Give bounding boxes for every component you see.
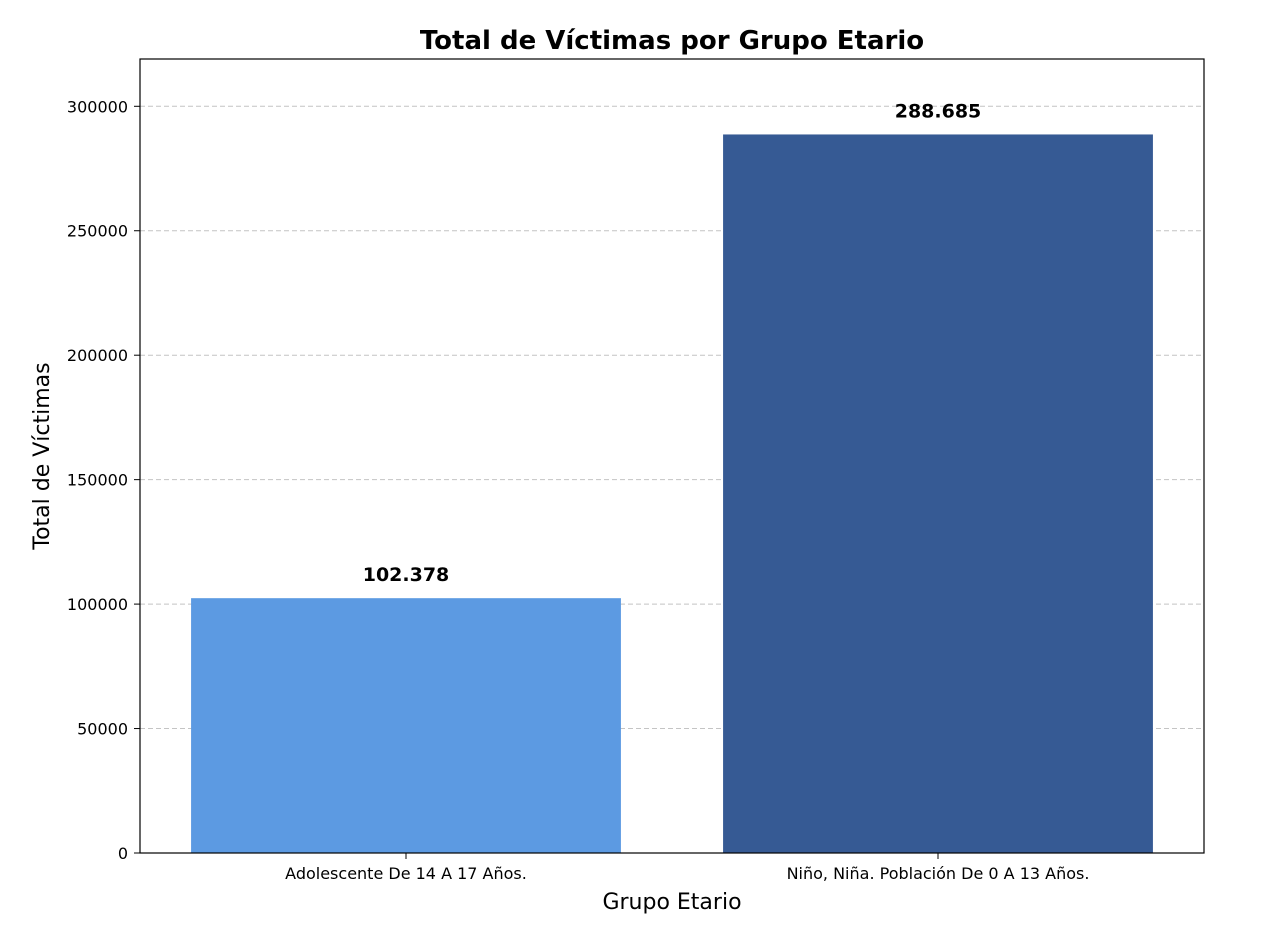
data-labels: 102.378 288.685 bbox=[363, 100, 982, 586]
bars bbox=[191, 134, 1153, 853]
y-tick-label: 0 bbox=[118, 844, 128, 863]
x-tick-label: Adolescente De 14 A 17 Años. bbox=[285, 864, 527, 883]
y-tick-label: 300000 bbox=[67, 97, 128, 116]
y-tick-label: 200000 bbox=[67, 346, 128, 365]
chart-title: Total de Víctimas por Grupo Etario bbox=[420, 26, 924, 56]
x-tick-label: Niño, Niña. Población De 0 A 13 Años. bbox=[787, 864, 1090, 883]
y-tick-label: 250000 bbox=[67, 222, 128, 241]
x-axis-label: Grupo Etario bbox=[602, 890, 741, 915]
y-axis-ticks: 0 50000 100000 150000 200000 250000 300000 bbox=[67, 97, 140, 863]
x-axis-ticks: Adolescente De 14 A 17 Años. Niño, Niña. … bbox=[285, 853, 1089, 883]
y-tick-label: 100000 bbox=[67, 595, 128, 614]
bar bbox=[723, 134, 1153, 853]
y-axis-label: Total de Víctimas bbox=[30, 362, 55, 550]
bar-value-label: 288.685 bbox=[895, 100, 982, 122]
bar bbox=[191, 598, 621, 853]
y-tick-label: 50000 bbox=[77, 720, 128, 739]
bar-value-label: 102.378 bbox=[363, 564, 450, 586]
plot-frame bbox=[139, 58, 1205, 854]
y-tick-label: 150000 bbox=[67, 471, 128, 490]
